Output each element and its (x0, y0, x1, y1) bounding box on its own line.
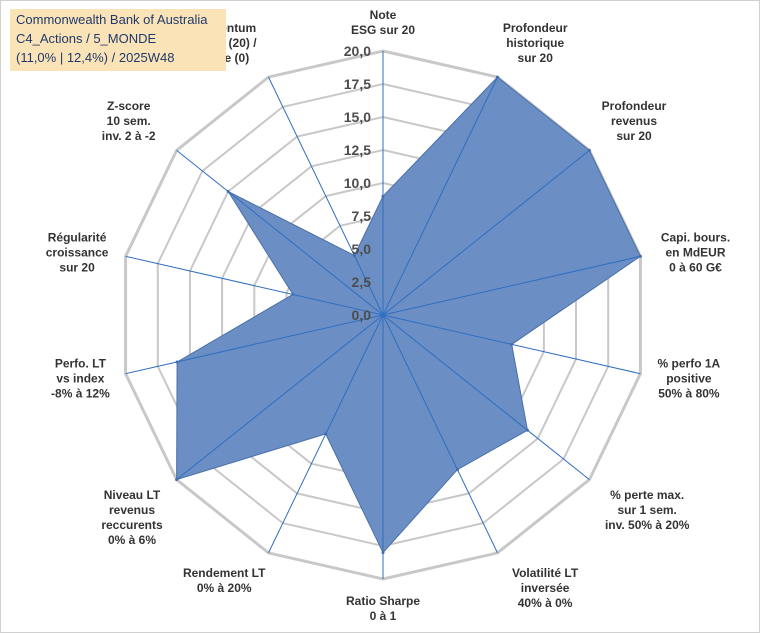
category-label-line: Z-score (107, 99, 151, 113)
category-label-line: revenus (611, 114, 657, 128)
spoke (382, 314, 590, 480)
spoke (382, 150, 590, 316)
spoke (125, 255, 384, 316)
category-label: Rendement LT 0% à 20% (183, 566, 266, 595)
category-label-line: inversée (521, 581, 570, 595)
tick-labels: 0,0 2,5 5,0 7,5 10,0 12,5 15,0 17,5 20,0 (344, 43, 371, 323)
category-label-line: sur 20 (616, 129, 652, 143)
category-label-line: Perfo. LT (55, 356, 107, 370)
category-label-line: Régularité (48, 231, 107, 245)
category-label-line: croissance (46, 246, 109, 260)
category-label-line: revenus (109, 503, 155, 517)
category-label-line: inv. 50% à 20% (605, 518, 690, 532)
category-label-line: 40% à 0% (518, 596, 573, 610)
category-label-line: 50% à 80% (658, 386, 720, 400)
category-label-line: 10 sem. (107, 114, 151, 128)
chart-title-box: Commonwealth Bank of Australia C4_Action… (10, 9, 226, 71)
tick-label: 15,0 (344, 109, 371, 125)
category-label-line: Profondeur (503, 21, 568, 35)
spoke (382, 76, 498, 316)
category-label: Profondeur historique sur 20 (503, 21, 568, 65)
category-label-line: Rendement LT (183, 566, 266, 580)
title-line-3: (11,0% | 12,4%) / 2025W48 (16, 50, 175, 65)
category-label-line: Niveau LT (104, 488, 161, 502)
category-label-line: % perfo 1A (658, 356, 721, 370)
series-layer (175, 75, 642, 555)
tick-label: 12,5 (344, 142, 371, 158)
category-label-line: ESG sur 20 (351, 23, 415, 37)
category-labels: Note ESG sur 20 Profondeur historique sur 20… (46, 8, 730, 623)
category-label-line: Volatilité LT (512, 566, 579, 580)
category-label: Ratio Sharpe 0 à 1 (346, 594, 420, 623)
category-label-line: 0% à 6% (108, 533, 156, 547)
category-label-line: Ratio Sharpe (346, 594, 420, 608)
category-label-line: positive (666, 371, 712, 385)
category-label-line: sur 20 (518, 51, 554, 65)
category-label-line: reccurents (101, 518, 163, 532)
category-label-line: sur 1 sem. (618, 503, 677, 517)
spoke (382, 255, 641, 316)
spoke (382, 314, 498, 554)
category-label-line: inv. 2 à -2 (102, 129, 156, 143)
category-label-line: 0 à 60 G€ (669, 261, 722, 275)
category-label: % perfo 1A positive 50% à 80% (658, 356, 721, 400)
tick-label: 2,5 (352, 274, 372, 290)
spoke (268, 76, 384, 316)
category-label: Volatilité LT inversée 40% à 0% (512, 566, 579, 610)
category-label-line: 0% à 20% (197, 581, 252, 595)
category-label: Z-score 10 sem. inv. 2 à -2 (102, 99, 156, 143)
category-label-line: Capi. bours. (661, 231, 730, 245)
tick-label: 0,0 (352, 307, 372, 323)
category-label-line: Note (370, 8, 397, 22)
category-label: Note ESG sur 20 (351, 8, 415, 37)
category-label: % perte max. sur 1 sem. inv. 50% à 20% (605, 488, 690, 532)
spoke (176, 150, 384, 316)
spoke (268, 314, 384, 554)
spoke (176, 314, 384, 480)
category-label-line: % perte max. (610, 488, 684, 502)
category-label: Profondeur revenus sur 20 (602, 99, 667, 143)
category-label: Capi. bours. en MdEUR 0 à 60 G€ (661, 231, 730, 275)
tick-label: 17,5 (344, 76, 371, 92)
category-label-line: Profondeur (602, 99, 667, 113)
category-label: Perfo. LT vs index -8% à 12% (51, 356, 110, 400)
radar-spokes (125, 51, 641, 579)
series-area (176, 76, 642, 554)
category-label-line: en MdEUR (666, 246, 726, 260)
spoke (125, 314, 384, 375)
tick-label: 20,0 (344, 43, 371, 59)
category-label-line: -8% à 12% (51, 386, 110, 400)
title-line-2: C4_Actions / 5_MONDE (16, 31, 157, 46)
category-label: Régularité croissance sur 20 (46, 231, 109, 275)
title-line-1: Commonwealth Bank of Australia (16, 12, 208, 27)
category-label-line: 0 à 1 (370, 609, 397, 623)
spoke (382, 314, 641, 375)
tick-label: 10,0 (344, 175, 371, 191)
category-label-line: sur 20 (59, 261, 95, 275)
tick-label: 5,0 (352, 241, 372, 257)
category-label-line: vs index (56, 371, 104, 385)
category-label-line: historique (506, 36, 564, 50)
category-label: Niveau LT revenus reccurents 0% à 6% (101, 488, 163, 547)
tick-label: 7,5 (352, 208, 372, 224)
